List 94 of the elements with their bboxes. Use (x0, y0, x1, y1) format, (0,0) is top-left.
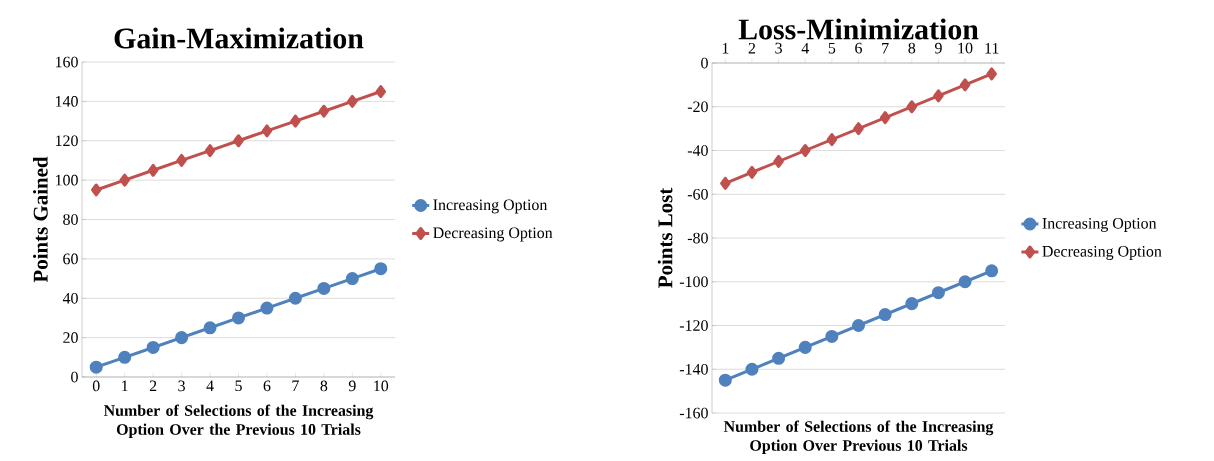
x-tick-label: 5 (828, 42, 836, 54)
x-tick-label: 10 (374, 380, 389, 392)
x-tick-label: 0 (92, 380, 100, 392)
x-tick-label: 3 (178, 380, 185, 392)
y-tick-label: 100 (55, 174, 78, 186)
point (933, 89, 944, 103)
x-tick-label: 6 (855, 42, 863, 54)
y-axis-title: Points Gained (33, 156, 48, 283)
point (119, 173, 130, 187)
x-tick-label: 10 (958, 42, 973, 54)
point (773, 154, 784, 168)
x-tick-label: 1 (722, 42, 729, 54)
point (176, 153, 187, 167)
point (175, 331, 189, 345)
legend-label: Increasing Option (1042, 217, 1157, 232)
x-axis-title: Number of Selections of the Increasing Option Over Previous 10 Trials (723, 420, 994, 455)
point (317, 281, 331, 295)
chart-title: Gain-Maximization (114, 27, 364, 49)
point (852, 319, 866, 332)
y-tick-label: 0 (71, 371, 78, 383)
legend-label: Decreasing Option (1042, 246, 1162, 260)
point (204, 144, 216, 158)
y-tick-label: 40 (62, 292, 78, 304)
point (375, 85, 387, 99)
chart-title: Loss-Minimization (738, 18, 979, 40)
point (288, 291, 302, 305)
y-tick-label: 60 (63, 253, 78, 265)
x-tick-label: 2 (748, 42, 756, 54)
legend-label: Increasing Option (433, 199, 548, 214)
x-tick-label: 8 (320, 380, 328, 392)
y-axis-title: Points Lost (657, 187, 673, 288)
point (746, 165, 758, 179)
x-tick-label: 5 (235, 380, 242, 392)
x-tick-label: 4 (206, 380, 214, 392)
point (878, 308, 892, 322)
point (374, 262, 388, 276)
point (718, 373, 732, 387)
point (798, 340, 812, 354)
y-tick-label: 140 (55, 96, 78, 107)
point (260, 301, 274, 315)
x-tick-label: 9 (934, 42, 942, 54)
point (233, 134, 244, 148)
y-tick-label: 20 (63, 332, 78, 343)
point (825, 329, 839, 343)
y-tick-label: -140 (679, 363, 708, 375)
x-tick-label: 1 (122, 380, 128, 392)
x-tick-label: 7 (882, 43, 889, 54)
point (879, 111, 891, 125)
point (318, 104, 330, 118)
point (203, 321, 217, 335)
point (147, 163, 159, 177)
point (799, 144, 811, 157)
point (290, 114, 301, 128)
y-tick-label: 80 (63, 214, 78, 225)
point (958, 275, 972, 289)
point (745, 362, 759, 376)
y-tick-label: -120 (679, 320, 708, 331)
point (905, 297, 919, 311)
point (986, 67, 997, 81)
point (985, 264, 999, 278)
point (853, 122, 864, 136)
x-tick-label: 2 (149, 380, 157, 392)
y-tick-label: -160 (679, 407, 708, 419)
x-tick-label: 7 (292, 380, 299, 391)
y-tick-label: -100 (679, 276, 708, 288)
point (89, 360, 103, 374)
x-tick-label: 11 (985, 42, 999, 54)
point (118, 350, 132, 364)
x-axis-title: Number of Selections of the Increasing Option Over the Previous 10 Trials (103, 404, 374, 439)
point (347, 94, 358, 108)
point (931, 286, 945, 300)
point (146, 340, 160, 354)
point (959, 78, 971, 92)
point (232, 311, 245, 325)
y-tick-label: -60 (687, 188, 708, 200)
point (720, 176, 731, 190)
legend-label: Decreasing Option (433, 227, 553, 242)
point (261, 124, 273, 138)
x-tick-label: 6 (263, 380, 271, 392)
point (345, 272, 359, 286)
x-tick-label: 8 (908, 42, 916, 54)
x-tick-label: 3 (775, 42, 782, 54)
x-tick-label: 9 (348, 380, 356, 392)
point (906, 100, 918, 114)
y-tick-label: -20 (687, 101, 708, 113)
x-tick-label: 4 (801, 42, 809, 54)
point (826, 133, 838, 147)
y-tick-label: -40 (687, 145, 708, 156)
y-tick-label: 0 (701, 57, 708, 69)
y-tick-label: -80 (687, 232, 708, 244)
point (772, 351, 786, 365)
y-tick-label: 120 (55, 135, 78, 147)
y-tick-label: 160 (55, 56, 78, 68)
point (90, 183, 102, 197)
